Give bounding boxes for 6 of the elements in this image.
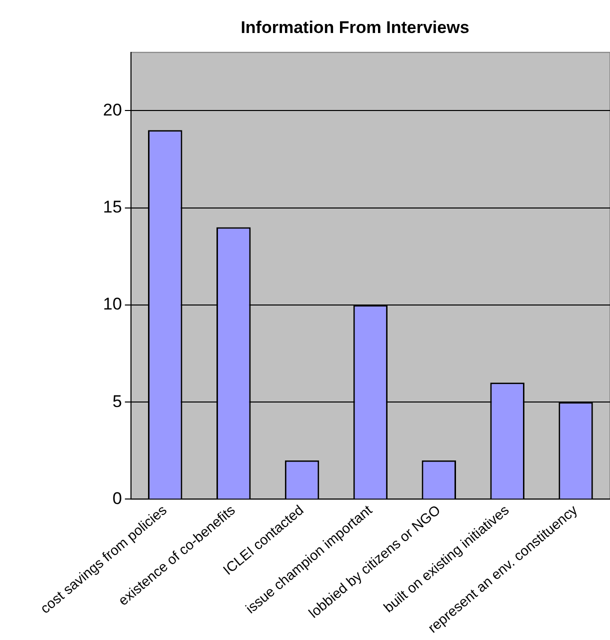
y-tick-label: 5 <box>112 392 122 411</box>
y-tick-label: 0 <box>112 488 122 508</box>
y-tick-label: 10 <box>102 294 122 314</box>
chart-title: Information From Interviews <box>240 18 470 37</box>
y-tick-label: 15 <box>102 198 122 217</box>
y-tick-label: 20 <box>102 100 122 120</box>
